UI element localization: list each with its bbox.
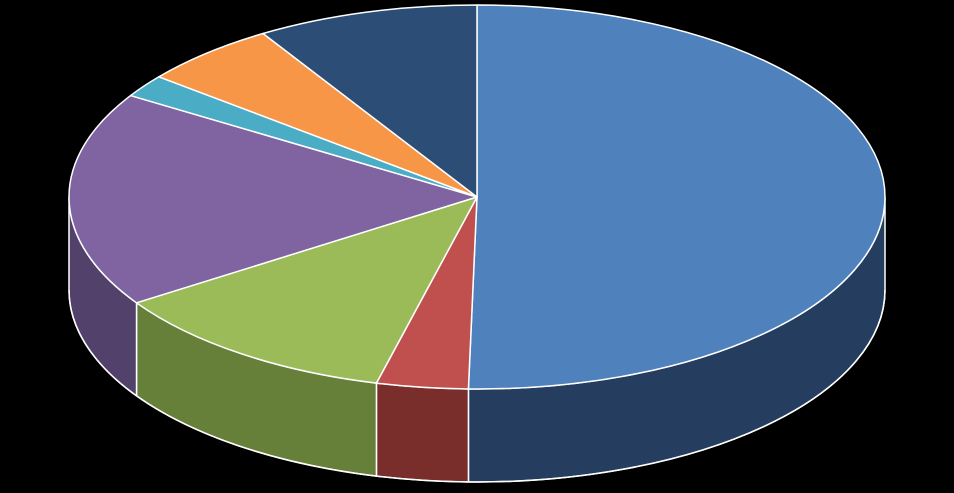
pie-slice-3	[135, 196, 478, 384]
pie-slice-side-2	[375, 382, 470, 483]
pie-tops	[68, 4, 886, 390]
pie-sides	[68, 196, 886, 483]
pie-slice-7	[262, 4, 478, 198]
pie-slice-1	[467, 4, 886, 390]
pie-slice-4	[68, 94, 478, 304]
pie-slice-6	[158, 32, 478, 198]
pie-bottom-rim	[68, 289, 886, 483]
